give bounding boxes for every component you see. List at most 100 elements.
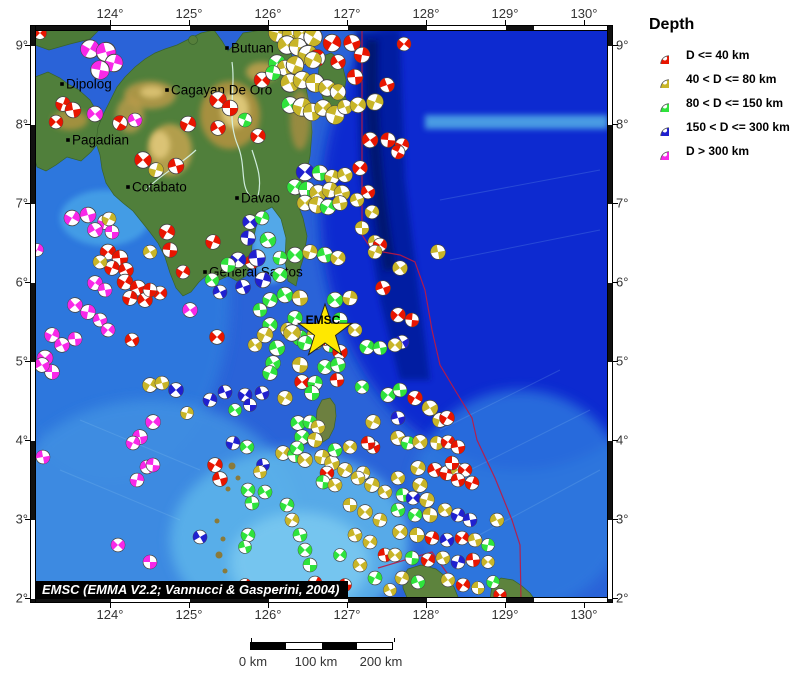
scale-label: 200 km bbox=[359, 654, 403, 669]
lon-tick-bottom bbox=[504, 603, 506, 608]
legend-entry: 150 < D <= 300 km bbox=[649, 115, 807, 139]
lat-label-left: 4° bbox=[15, 432, 28, 448]
lon-tick-top bbox=[109, 20, 111, 25]
focal-mechanism bbox=[444, 455, 460, 471]
svg-text:Cagayan De Oro: Cagayan De Oro bbox=[171, 83, 272, 98]
legend-title: Depth bbox=[649, 16, 695, 33]
svg-text:Butuan: Butuan bbox=[231, 41, 274, 56]
city-label-cotabato: Cotabato bbox=[126, 180, 187, 195]
island-camiguin bbox=[188, 35, 198, 45]
lat-label-right: 5° bbox=[616, 353, 629, 369]
legend-entry-label: D <= 40 km bbox=[686, 48, 750, 62]
lon-label-bottom: 126° bbox=[254, 607, 282, 622]
lat-label-left: 7° bbox=[15, 195, 28, 211]
star-label: EMSC bbox=[306, 313, 341, 327]
lon-tick-bottom bbox=[583, 603, 585, 608]
lon-label-bottom: 127° bbox=[333, 607, 361, 622]
lon-tick-top bbox=[267, 20, 269, 25]
focal-mechanism bbox=[142, 554, 158, 570]
lon-label-top: 124° bbox=[96, 6, 124, 21]
scale-label: 100 km bbox=[294, 654, 338, 669]
city-label-pagadian: Pagadian bbox=[66, 133, 129, 148]
focal-mechanism bbox=[342, 497, 358, 513]
lat-tick-left bbox=[25, 597, 30, 599]
city-label-dipolog: Dipolog bbox=[60, 77, 112, 92]
map-canvas: Butuan Dipolog Cagayan De Oro Pagadian Cotab… bbox=[35, 30, 608, 598]
focal-mechanism bbox=[221, 99, 239, 117]
lon-label-bottom: 124° bbox=[96, 607, 124, 622]
plate-boundary-line bbox=[377, 551, 453, 581]
lat-label-left: 8° bbox=[15, 116, 28, 132]
lat-tick-right bbox=[613, 281, 618, 283]
focal-mechanism bbox=[302, 557, 318, 573]
legend-entry: 40 < D <= 80 km bbox=[649, 67, 807, 91]
attribution-bar: EMSC (EMMA V2.2; Vannucci & Gasperini, 2… bbox=[35, 581, 349, 599]
lat-tick-right bbox=[613, 439, 618, 441]
lon-tick-top bbox=[346, 20, 348, 25]
lon-label-top: 127° bbox=[333, 6, 361, 21]
lon-tick-bottom bbox=[346, 603, 348, 608]
attribution-text: EMSC (EMMA V2.2; Vannucci & Gasperini, 2… bbox=[42, 582, 340, 597]
lat-label-left: 6° bbox=[15, 274, 28, 290]
star-icon bbox=[296, 302, 354, 356]
lon-label-top: 125° bbox=[175, 6, 203, 21]
legend-entry-label: D > 300 km bbox=[686, 144, 750, 158]
legend-entry-label: 40 < D <= 80 km bbox=[686, 72, 777, 86]
legend-entry: D <= 40 km bbox=[649, 43, 807, 67]
beachball-icon bbox=[651, 94, 669, 112]
lat-label-right: 2° bbox=[616, 590, 629, 606]
lat-label-right: 6° bbox=[616, 274, 629, 290]
lon-label-bottom: 125° bbox=[175, 607, 203, 622]
emsc-star-layer: EMSC bbox=[296, 302, 354, 356]
svg-text:Cotabato: Cotabato bbox=[132, 180, 187, 195]
city-label-cagayan-de-oro: Cagayan De Oro bbox=[165, 83, 272, 98]
focal-mechanism bbox=[104, 224, 120, 240]
lon-label-bottom: 128° bbox=[412, 607, 440, 622]
beachball-icon bbox=[651, 142, 669, 160]
frame-band-right bbox=[607, 25, 613, 603]
landmass-corner bbox=[35, 30, 100, 51]
lon-tick-top bbox=[188, 20, 190, 25]
legend-entry-label: 80 < D <= 150 km bbox=[686, 96, 784, 110]
lat-label-right: 8° bbox=[616, 116, 629, 132]
lon-label-top: 126° bbox=[254, 6, 282, 21]
lat-tick-left bbox=[25, 44, 30, 46]
lat-tick-right bbox=[613, 518, 618, 520]
lat-label-left: 2° bbox=[15, 590, 28, 606]
city-label-butuan: Butuan bbox=[225, 41, 274, 56]
lat-tick-right bbox=[613, 202, 618, 204]
frame-band-left bbox=[30, 25, 36, 603]
lat-tick-right bbox=[613, 44, 618, 46]
lon-tick-bottom bbox=[109, 603, 111, 608]
svg-text:Davao: Davao bbox=[241, 191, 280, 206]
beachball-icon bbox=[651, 70, 669, 88]
frame-band-top bbox=[30, 25, 613, 31]
legend-entry: D > 300 km bbox=[649, 139, 807, 163]
legend-entry: 80 < D <= 150 km bbox=[649, 91, 807, 115]
focal-mechanism bbox=[354, 220, 370, 236]
lon-tick-top bbox=[504, 20, 506, 25]
lon-tick-bottom bbox=[188, 603, 190, 608]
lat-tick-left bbox=[25, 360, 30, 362]
lon-label-top: 129° bbox=[491, 6, 519, 21]
lat-label-left: 3° bbox=[15, 511, 28, 527]
lon-label-bottom: 130° bbox=[570, 607, 598, 622]
lon-tick-bottom bbox=[425, 603, 427, 608]
lat-label-left: 9° bbox=[15, 37, 28, 53]
lat-tick-right bbox=[613, 123, 618, 125]
lat-label-left: 5° bbox=[15, 353, 28, 369]
focal-mechanism bbox=[304, 385, 320, 401]
focal-mechanism bbox=[409, 527, 425, 543]
map-scale-bar bbox=[250, 638, 395, 650]
beachball-icon bbox=[651, 118, 669, 136]
lat-label-right: 7° bbox=[616, 195, 629, 211]
lat-label-right: 3° bbox=[616, 511, 629, 527]
scale-label: 0 km bbox=[238, 654, 268, 669]
lat-tick-right bbox=[613, 360, 618, 362]
lon-label-top: 130° bbox=[570, 6, 598, 21]
lat-tick-left bbox=[25, 439, 30, 441]
city-label-davao: Davao bbox=[235, 191, 280, 206]
svg-text:Pagadian: Pagadian bbox=[72, 133, 129, 148]
lat-tick-left bbox=[25, 123, 30, 125]
